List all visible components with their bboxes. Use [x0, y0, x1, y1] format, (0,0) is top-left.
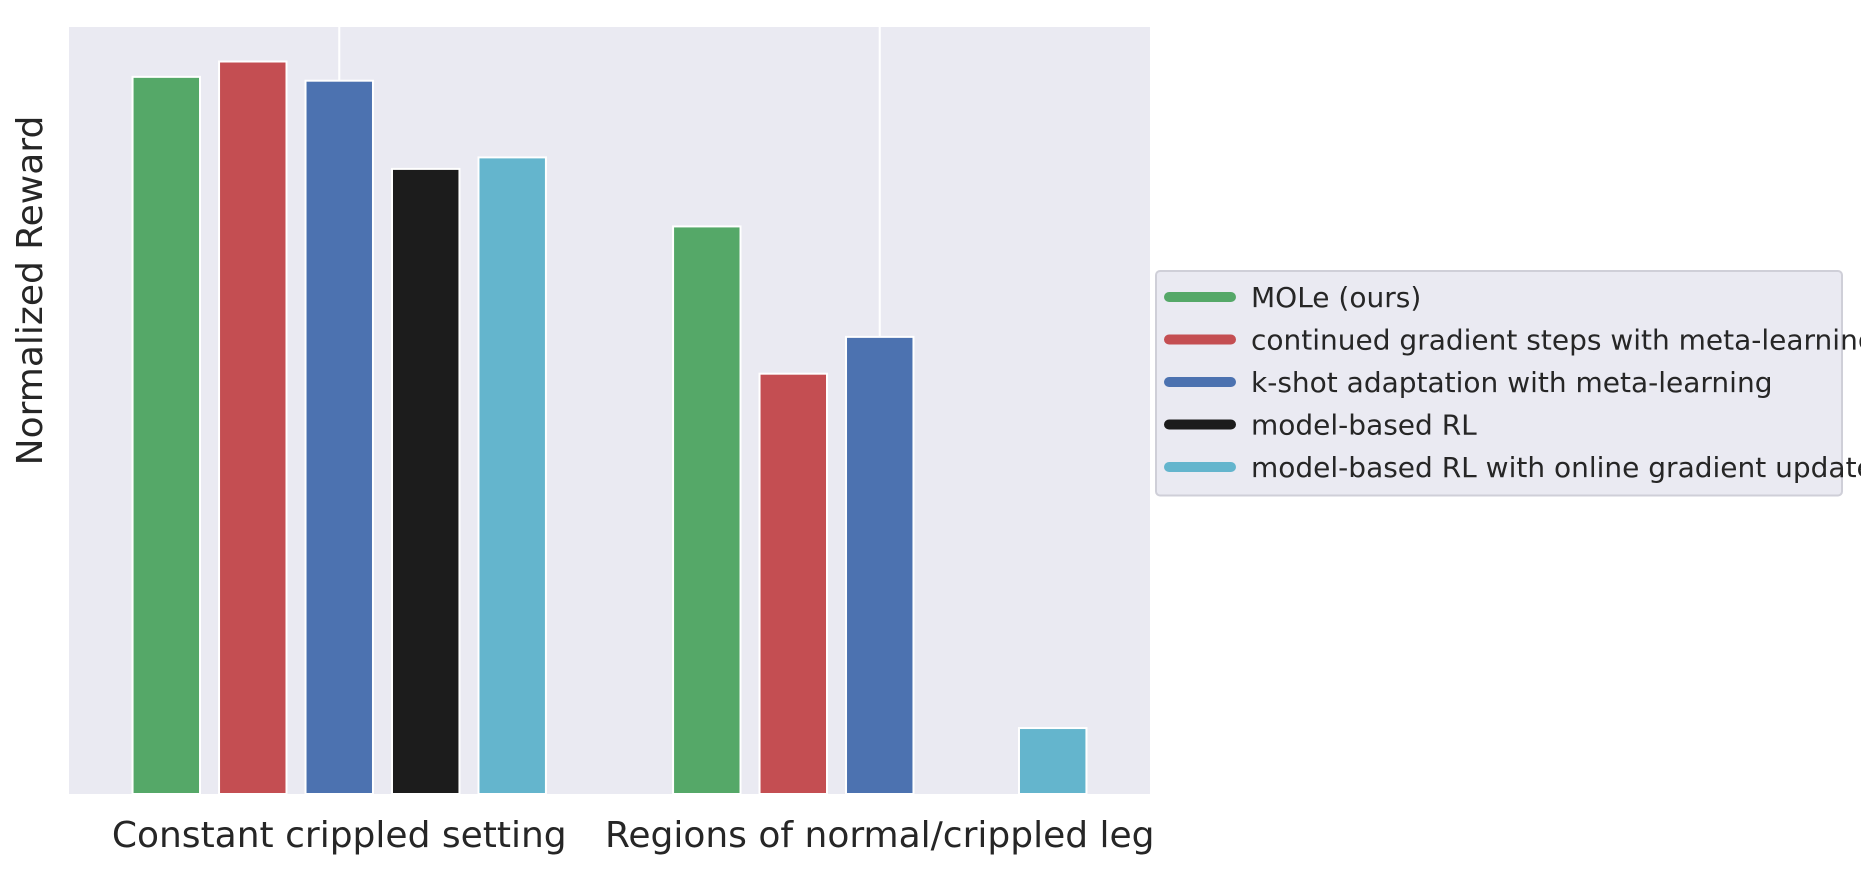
y-axis-label: Normalized Reward [10, 116, 51, 466]
bar-series-1-cat-1 [758, 372, 828, 795]
legend-label-0: MOLe (ours) [1251, 281, 1421, 314]
legend-label-2: k-shot adaptation with meta-learning [1251, 366, 1772, 399]
bar-series-4-cat-1 [1017, 727, 1088, 796]
bar-series-0-cat-0 [131, 75, 202, 796]
bar-series-2-cat-0 [304, 79, 374, 795]
bar-series-0-cat-1 [672, 225, 742, 796]
legend-box [1155, 270, 1843, 497]
bar-series-1-cat-0 [218, 60, 288, 795]
legend-label-4: model-based RL with online gradient upda… [1251, 451, 1861, 484]
bar-series-3-cat-0 [391, 167, 461, 795]
bars [131, 60, 1088, 796]
bar-series-2-cat-1 [845, 335, 915, 795]
legend-label-1: continued gradient steps with meta-learn… [1251, 324, 1861, 357]
x-tick-label-1: Regions of normal/crippled leg [605, 815, 1155, 856]
legend: MOLe (ours) continued gradient steps with… [1155, 270, 1861, 497]
x-tick-label-0: Constant crippled setting [112, 815, 567, 856]
bar-series-4-cat-0 [477, 156, 547, 795]
legend-label-3: model-based RL [1251, 409, 1477, 442]
x-tick-labels: Constant crippled setting Regions of norm… [112, 815, 1155, 856]
